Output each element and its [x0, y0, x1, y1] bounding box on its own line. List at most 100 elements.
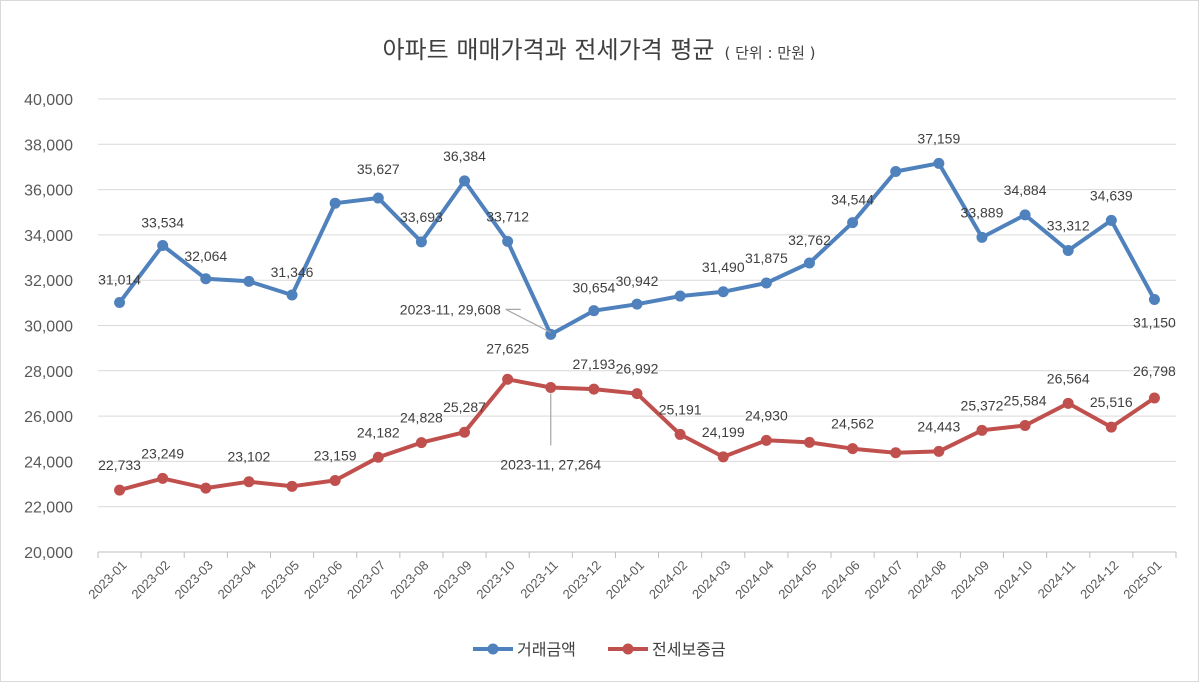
data-point: [200, 482, 212, 494]
data-point: [890, 447, 902, 459]
data-point: [329, 197, 341, 209]
data-label: 33,889: [961, 204, 1004, 220]
y-axis-ticks: 20,000 22,000 24,000 26,000 28,000 30,000 32,0…: [24, 92, 73, 562]
data-label: 25,372: [961, 397, 1004, 413]
data-label: 31,346: [271, 264, 314, 280]
data-label: 23,159: [314, 447, 357, 463]
x-tick-label: 2024-12: [1077, 558, 1121, 602]
data-point: [372, 451, 384, 463]
data-point: [1062, 244, 1074, 256]
data-label: 25,584: [1004, 393, 1047, 409]
data-point: [114, 484, 126, 496]
data-label: 31,875: [745, 250, 788, 266]
data-labels: 31,014 33,534 32,064 31,346 35,627 33,693 36,3…: [98, 130, 1176, 473]
legend[interactable]: 거래금액 전세보증금: [473, 640, 726, 659]
x-tick-label: 2023-04: [215, 558, 259, 602]
data-point: [243, 476, 255, 488]
x-tick-label: 2023-05: [258, 558, 302, 602]
series-lines: [114, 157, 1160, 496]
data-label: 31,150: [1133, 314, 1176, 330]
x-tick-label: 2024-04: [732, 558, 776, 602]
data-label: 22,733: [98, 457, 141, 473]
data-label: 27,193: [572, 356, 615, 372]
data-point: [459, 175, 471, 187]
x-tick-label: 2023-12: [560, 558, 604, 602]
data-label: 33,712: [486, 208, 529, 224]
data-point: [1019, 420, 1031, 432]
data-point: [588, 383, 600, 395]
data-point: [674, 428, 686, 440]
data-point: [329, 474, 341, 486]
data-point: [459, 426, 471, 438]
data-point: [1019, 209, 1031, 221]
data-point: [933, 445, 945, 457]
data-label: 26,798: [1133, 363, 1176, 379]
chart-title-main: 아파트 매매가격과 전세가격 평균: [382, 36, 714, 64]
data-point: [114, 297, 126, 309]
y-tick-label: 22,000: [24, 500, 73, 517]
data-label: 33,534: [141, 214, 184, 230]
x-tick-label: 2024-07: [861, 558, 905, 602]
x-tick-label: 2025-01: [1120, 558, 1164, 602]
x-tick-label: 2024-09: [948, 558, 992, 602]
data-point: [1148, 392, 1160, 404]
y-tick-label: 38,000: [24, 137, 73, 154]
data-point: [847, 443, 859, 455]
data-label: 37,159: [917, 130, 960, 146]
data-point: [286, 289, 298, 301]
x-tick-label: 2023-06: [301, 558, 345, 602]
x-tick-label: 2024-03: [689, 558, 733, 602]
data-point: [1148, 293, 1160, 305]
data-point: [415, 437, 427, 449]
data-point: [157, 472, 169, 484]
x-tick-label: 2023-08: [387, 558, 431, 602]
data-point: [803, 257, 815, 269]
callout-line: [505, 308, 552, 333]
data-label: 36,384: [443, 148, 486, 164]
data-point: [1062, 397, 1074, 409]
data-point: [976, 231, 988, 243]
legend-swatch-marker: [622, 643, 634, 655]
data-label: 2023-11, 29,608: [400, 301, 501, 317]
data-label: 24,562: [831, 416, 874, 432]
y-tick-label: 30,000: [24, 319, 73, 336]
data-point: [717, 451, 729, 463]
data-point: [502, 235, 514, 247]
data-label: 24,182: [357, 424, 400, 440]
data-point: [803, 436, 815, 448]
data-label: 23,249: [141, 445, 184, 461]
data-label: 33,693: [400, 209, 443, 225]
data-point: [243, 275, 255, 287]
data-point: [674, 290, 686, 302]
x-tick-label: 2023-01: [85, 558, 129, 602]
data-label: 30,942: [616, 273, 659, 289]
data-point: [157, 239, 169, 251]
x-axis: 2023-012023-022023-032023-042023-052023-…: [85, 551, 1177, 602]
data-label: 34,884: [1004, 182, 1047, 198]
y-tick-label: 26,000: [24, 409, 73, 426]
x-tick-label: 2024-06: [818, 558, 862, 602]
data-label: 24,930: [745, 407, 788, 423]
y-tick-label: 40,000: [24, 92, 73, 109]
legend-swatch-marker: [487, 643, 499, 655]
x-tick-label: 2023-11: [517, 558, 561, 602]
gridlines: [98, 98, 1176, 508]
x-tick-label: 2024-05: [775, 558, 819, 602]
data-label: 32,064: [184, 248, 227, 264]
chart-title-unit: ( 단위 : 만원 ): [724, 44, 815, 62]
y-tick-label: 36,000: [24, 183, 73, 200]
x-tick-label: 2023-07: [344, 558, 388, 602]
data-point: [847, 217, 859, 229]
data-label: 35,627: [357, 161, 400, 177]
data-point: [1105, 214, 1117, 226]
y-tick-label: 34,000: [24, 228, 73, 245]
data-point: [933, 157, 945, 169]
data-label: 26,992: [616, 361, 659, 377]
x-tick-label: 2024-01: [603, 558, 647, 602]
x-tick-label: 2023-02: [128, 558, 172, 602]
data-point: [760, 434, 772, 446]
data-point: [545, 381, 557, 393]
x-tick-label: 2023-03: [172, 558, 216, 602]
